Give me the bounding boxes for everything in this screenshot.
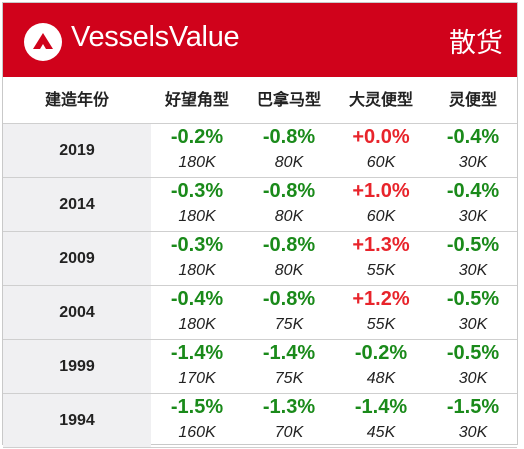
build-year-cell: 2019 xyxy=(3,124,151,177)
vessel-value: 80K xyxy=(274,208,304,225)
build-year-cell: 2004 xyxy=(3,286,151,339)
percent-change: -1.3% xyxy=(262,396,316,418)
vessel-value: 180K xyxy=(178,154,216,171)
percent-change: -0.8% xyxy=(262,126,316,148)
build-year-cell: 2014 xyxy=(3,178,151,231)
brand-name: VesselsValue xyxy=(71,21,240,53)
vessel-value: 60K xyxy=(366,154,396,171)
percent-change: -0.8% xyxy=(262,234,316,256)
panamax-cell: -0.8% 80K xyxy=(243,178,335,231)
build-year-cell: 2009 xyxy=(3,232,151,285)
column-header-supramax: 大灵便型 xyxy=(348,90,413,109)
handysize-cell: -0.4% 30K xyxy=(427,124,519,177)
percent-change: -0.4% xyxy=(446,126,500,148)
percent-change: -1.4% xyxy=(170,342,224,364)
vessel-value: 170K xyxy=(178,370,216,387)
table-row: 2019 -0.2% 180K -0.8% 80K +0.0% 60K -0.4% 30K xyxy=(3,124,517,178)
handysize-cell: -0.4% 30K xyxy=(427,178,519,231)
vessel-value: 48K xyxy=(366,370,396,387)
percent-change: -0.4% xyxy=(170,288,224,310)
supramax-cell: +0.0% 60K xyxy=(335,124,427,177)
vessel-value: 30K xyxy=(458,154,488,171)
panamax-cell: -0.8% 75K xyxy=(243,286,335,339)
handysize-cell: -1.5% 30K xyxy=(427,394,519,447)
table-row: 1999 -1.4% 170K -1.4% 75K -0.2% 48K -0.5% 30K xyxy=(3,340,517,394)
build-year-cell: 1994 xyxy=(3,394,151,447)
capesize-cell: -1.4% 170K xyxy=(151,340,243,393)
table-row: 2009 -0.3% 180K -0.8% 80K +1.3% 55K -0.5% 30K xyxy=(3,232,517,286)
vessel-value: 45K xyxy=(366,424,396,441)
percent-change: -0.8% xyxy=(262,288,316,310)
percent-change: -0.5% xyxy=(446,234,500,256)
vessel-value: 30K xyxy=(458,316,488,333)
vessel-value: 75K xyxy=(274,370,304,387)
table-row: 2014 -0.3% 180K -0.8% 80K +1.0% 60K -0.4% 30K xyxy=(3,178,517,232)
vessel-value: 80K xyxy=(274,154,304,171)
table-row: 2004 -0.4% 180K -0.8% 75K +1.2% 55K -0.5% 30K xyxy=(3,286,517,340)
column-header-handysize: 灵便型 xyxy=(448,90,497,109)
vessel-value: 80K xyxy=(274,262,304,279)
handysize-cell: -0.5% 30K xyxy=(427,286,519,339)
table-header: 建造年份 好望角型 巴拿马型 大灵便型 灵便型 xyxy=(3,77,517,124)
column-header-capesize: 好望角型 xyxy=(164,90,229,109)
percent-change: +1.3% xyxy=(352,234,410,256)
vessel-value: 30K xyxy=(458,370,488,387)
column-header-build-year: 建造年份 xyxy=(44,90,109,109)
column-header-panamax: 巴拿马型 xyxy=(256,90,321,109)
percent-change: -1.5% xyxy=(170,396,224,418)
capesize-cell: -0.4% 180K xyxy=(151,286,243,339)
vessel-value: 30K xyxy=(458,262,488,279)
build-year-cell: 1999 xyxy=(3,340,151,393)
percent-change: -0.5% xyxy=(446,342,500,364)
brand-banner: VesselsValue 散货 xyxy=(3,3,517,77)
supramax-cell: +1.0% 60K xyxy=(335,178,427,231)
capesize-cell: -0.2% 180K xyxy=(151,124,243,177)
panamax-cell: -1.3% 70K xyxy=(243,394,335,447)
percent-change: -0.3% xyxy=(170,180,224,202)
vessel-value: 30K xyxy=(458,424,488,441)
percent-change: +1.2% xyxy=(352,288,410,310)
vessel-value: 30K xyxy=(458,208,488,225)
section-title: 散货 xyxy=(449,28,503,59)
vessel-value: 70K xyxy=(274,424,304,441)
vessel-value: 180K xyxy=(178,208,216,225)
percent-change: -0.2% xyxy=(170,126,224,148)
vessel-value: 55K xyxy=(366,262,396,279)
capesize-cell: -0.3% 180K xyxy=(151,178,243,231)
vessel-value: 180K xyxy=(178,316,216,333)
percent-change: +0.0% xyxy=(352,126,410,148)
valuation-card: VesselsValue 散货 建造年份 好望角型 巴拿马型 大灵便型 灵便型 … xyxy=(2,2,518,448)
percent-change: -0.8% xyxy=(262,180,316,202)
table-row: 1994 -1.5% 160K -1.3% 70K -1.4% 45K -1.5% 30K xyxy=(3,394,517,448)
percent-change: -1.4% xyxy=(262,342,316,364)
supramax-cell: +1.2% 55K xyxy=(335,286,427,339)
panamax-cell: -0.8% 80K xyxy=(243,232,335,285)
supramax-cell: -0.2% 48K xyxy=(335,340,427,393)
capesize-cell: -0.3% 180K xyxy=(151,232,243,285)
panamax-cell: -0.8% 80K xyxy=(243,124,335,177)
percent-change: -1.4% xyxy=(354,396,408,418)
supramax-cell: -1.4% 45K xyxy=(335,394,427,447)
capesize-cell: -1.5% 160K xyxy=(151,394,243,447)
percent-change: -0.2% xyxy=(354,342,408,364)
panamax-cell: -1.4% 75K xyxy=(243,340,335,393)
vesselsvalue-logo-icon xyxy=(24,23,62,61)
supramax-cell: +1.3% 55K xyxy=(335,232,427,285)
percent-change: -1.5% xyxy=(446,396,500,418)
vessel-value: 60K xyxy=(366,208,396,225)
percent-change: -0.3% xyxy=(170,234,224,256)
vessel-value: 75K xyxy=(274,316,304,333)
handysize-cell: -0.5% 30K xyxy=(427,340,519,393)
vessel-value: 55K xyxy=(366,316,396,333)
percent-change: -0.4% xyxy=(446,180,500,202)
percent-change: -0.5% xyxy=(446,288,500,310)
handysize-cell: -0.5% 30K xyxy=(427,232,519,285)
vessel-value: 180K xyxy=(178,262,216,279)
vessel-value: 160K xyxy=(178,424,216,441)
percent-change: +1.0% xyxy=(352,180,410,202)
